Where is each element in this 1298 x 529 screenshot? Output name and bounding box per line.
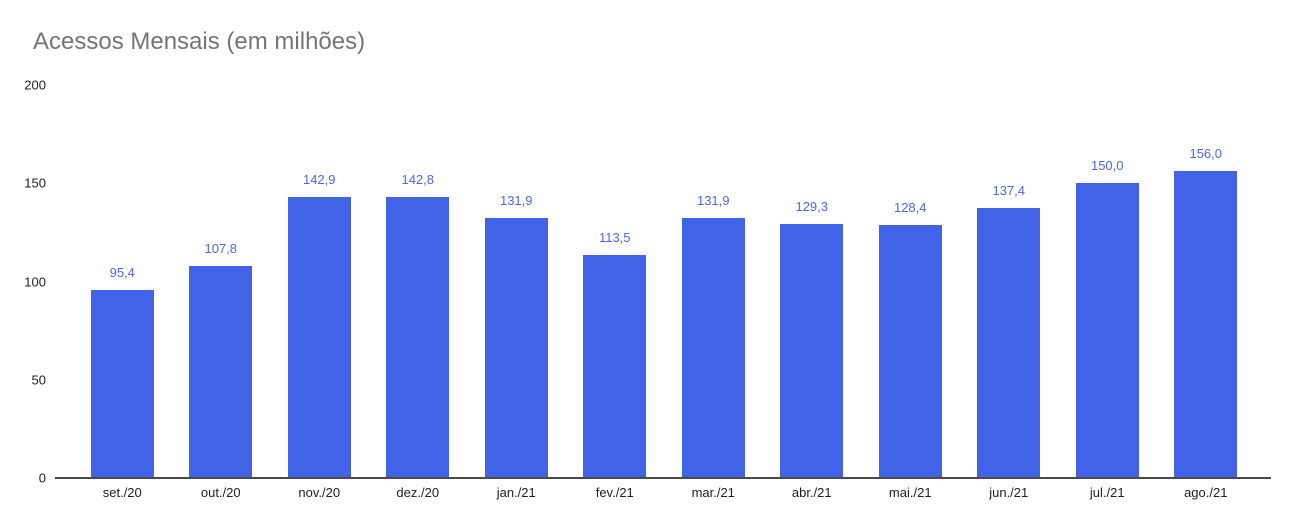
bar-nov-20[interactable] (287, 196, 351, 477)
bar-slot: 150,0 (1058, 85, 1157, 477)
y-tick-label: 150 (24, 175, 46, 191)
bar-mai-21[interactable] (878, 225, 942, 477)
x-axis-labels: set./20 out./20 nov./20 dez./20 jan./21 fev./… (73, 485, 1255, 500)
bars-area: 95,4 107,8 142,9 142,8 131,9 113,5 131,9 129,3 1… (73, 85, 1255, 477)
bar-mar-21[interactable] (681, 218, 745, 477)
bar-value-label: 95,4 (109, 265, 135, 281)
bar-slot: 142,9 (270, 85, 369, 477)
y-tick-label: 0 (38, 470, 46, 486)
bar-value-label: 129,3 (795, 198, 829, 214)
bar-slot: 107,8 (172, 85, 271, 477)
x-axis-label: ago./21 (1184, 485, 1228, 500)
x-axis-line (55, 477, 1271, 479)
x-axis-label: fev./21 (595, 485, 634, 500)
bar-slot: 131,9 (467, 85, 566, 477)
bar-value-label: 150,0 (1090, 158, 1124, 173)
bar-value-label: 156,0 (1189, 146, 1223, 162)
bar-value-label: 107,8 (204, 240, 238, 256)
bar-value-label: 113,5 (598, 229, 631, 245)
y-tick-label: 100 (24, 274, 46, 289)
bar-set-20[interactable] (90, 290, 154, 477)
bar-value-label: 128,4 (893, 200, 927, 216)
x-axis-label: dez./20 (396, 485, 440, 500)
bar-slot: 131,9 (664, 85, 763, 477)
x-axis-label: out./20 (200, 485, 241, 500)
bar-slot: 128,4 (861, 85, 960, 477)
bar-fev-21[interactable] (583, 254, 647, 477)
bar-jun-21[interactable] (977, 207, 1041, 477)
x-axis-label: abr./21 (791, 485, 832, 500)
bar-abr-21[interactable] (780, 223, 844, 477)
bar-slot: 137,4 (960, 85, 1059, 477)
bar-out-20[interactable] (189, 265, 253, 477)
y-axis: 0 50 100 150 200 (0, 78, 48, 486)
bar-slot: 95,4 (73, 85, 172, 477)
x-axis-label: nov./20 (298, 485, 341, 500)
bar-ago-21[interactable] (1174, 171, 1238, 477)
bar-slot: 156,0 (1157, 85, 1256, 477)
bar-value-label: 131,9 (499, 193, 533, 209)
x-axis-label: set./20 (102, 485, 142, 500)
bar-jan-21[interactable] (484, 218, 548, 477)
bar-value-label: 142,9 (302, 171, 336, 187)
x-axis-label: mai./21 (888, 485, 932, 500)
y-tick-label: 200 (24, 77, 46, 93)
bar-jul-21[interactable] (1075, 183, 1139, 477)
bar-slot: 129,3 (763, 85, 862, 477)
x-axis-label: jan./21 (496, 485, 536, 500)
chart-title: Acessos Mensais (em milhões) (33, 28, 366, 55)
bar-slot: 142,8 (369, 85, 468, 477)
bar-value-label: 131,9 (696, 193, 730, 209)
bar-value-label: 137,4 (992, 182, 1026, 198)
bar-dez-20[interactable] (386, 197, 450, 477)
bar-slot: 113,5 (566, 85, 665, 477)
x-axis-label: jul./21 (1089, 485, 1125, 500)
y-tick-label: 50 (31, 372, 46, 388)
x-axis-label: jun./21 (989, 485, 1029, 500)
bar-value-label: 142,8 (401, 172, 435, 188)
x-axis-label: mar./21 (691, 485, 735, 500)
